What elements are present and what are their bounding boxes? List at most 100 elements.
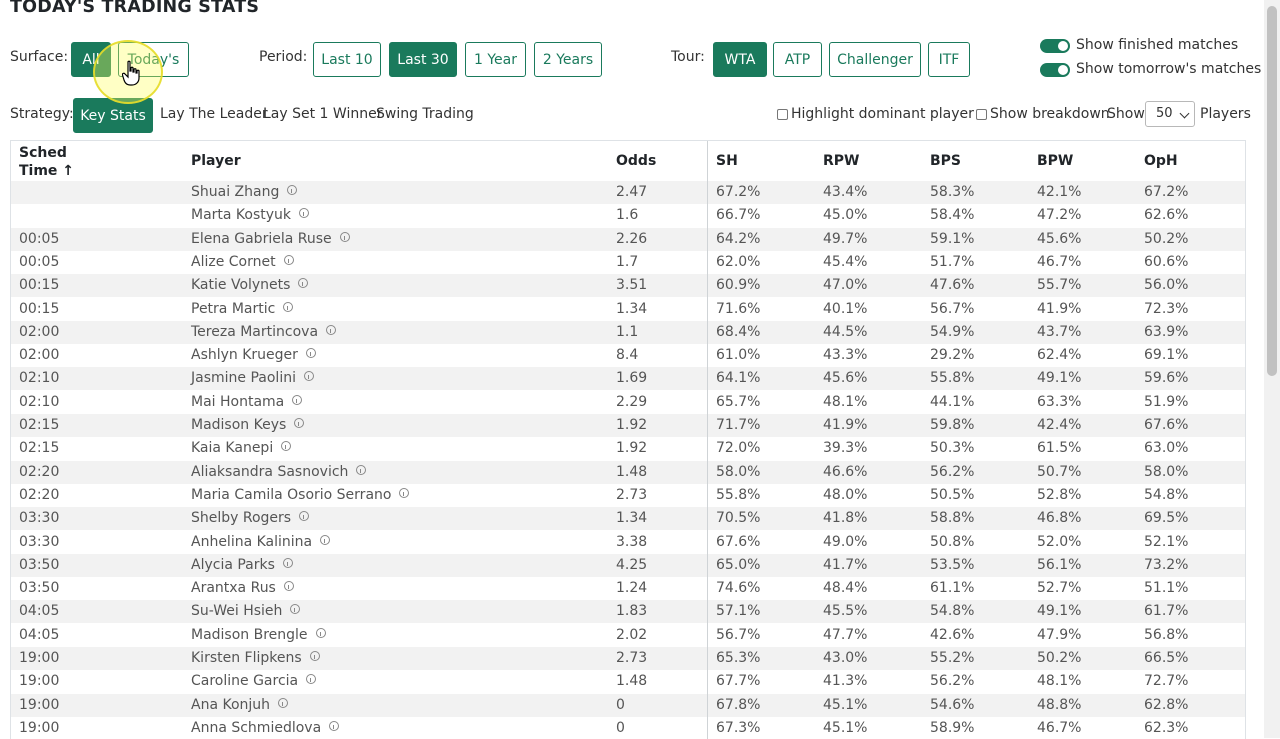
strategy-key-stats-button[interactable]: Key Stats — [73, 98, 153, 133]
cell-bpw: 47.9% — [1037, 627, 1081, 643]
cell-odds: 8.4 — [616, 347, 638, 363]
cell-odds: 1.1 — [616, 324, 638, 340]
info-icon[interactable] — [306, 674, 317, 685]
cell-player-text: Kaia Kanepi — [191, 440, 274, 457]
info-icon[interactable] — [283, 581, 294, 592]
cell-sh: 67.2% — [716, 184, 760, 200]
col-bps[interactable]: BPS — [930, 153, 962, 169]
period-1year-button[interactable]: 1 Year — [465, 42, 526, 77]
tour-challenger-button[interactable]: Challenger — [829, 42, 921, 77]
highlight-dominant-checkbox[interactable] — [777, 109, 788, 120]
strategy-lay-the-leader[interactable]: Lay The Leader — [160, 106, 268, 122]
info-icon[interactable] — [281, 441, 292, 452]
info-icon[interactable] — [299, 208, 310, 219]
info-icon[interactable] — [320, 534, 331, 545]
col-sh[interactable]: SH — [716, 153, 738, 169]
show-tomorrow-toggle[interactable] — [1040, 63, 1070, 77]
period-last30-button[interactable]: Last 30 — [389, 42, 457, 77]
cell-bpw-text: 61.5% — [1037, 440, 1082, 457]
info-icon[interactable] — [326, 324, 337, 335]
col-rpw[interactable]: RPW — [823, 153, 860, 169]
info-icon[interactable] — [298, 278, 309, 289]
cell-bps: 58.9% — [930, 720, 974, 736]
cell-oph: 63.9% — [1144, 324, 1188, 340]
page-title: TODAY'S TRADING STATS — [10, 0, 260, 17]
col-bpw[interactable]: BPW — [1037, 153, 1074, 169]
period-2years-button[interactable]: 2 Years — [534, 42, 602, 77]
cell-bpw: 46.8% — [1037, 510, 1081, 526]
cell-bps-text: 58.9% — [930, 719, 975, 736]
col-oph[interactable]: OpH — [1144, 153, 1178, 169]
players-count-value: 50 — [1156, 106, 1173, 121]
cell-bps: 51.7% — [930, 254, 974, 270]
cell-sh-text: 70.5% — [716, 510, 761, 527]
cell-sh: 66.7% — [716, 207, 760, 223]
cell-oph: 66.5% — [1144, 650, 1188, 666]
cell-odds: 1.48 — [616, 464, 647, 480]
cell-odds-text: 1.24 — [616, 580, 648, 597]
cell-time: 19:00 — [19, 650, 59, 666]
info-icon[interactable] — [294, 418, 305, 428]
info-icon[interactable] — [356, 464, 367, 475]
info-icon[interactable] — [283, 254, 294, 265]
cell-bpw-text: 52.0% — [1037, 533, 1082, 550]
strategy-lay-set1-winner[interactable]: Lay Set 1 Winner — [263, 106, 383, 122]
cell-sh-text: 67.8% — [716, 696, 761, 713]
info-icon[interactable] — [278, 697, 289, 708]
col-odds[interactable]: Odds — [616, 153, 657, 169]
cell-player: Ashlyn Krueger — [191, 347, 316, 363]
info-icon[interactable] — [290, 604, 301, 615]
cell-player: Mai Hontama — [191, 394, 303, 410]
info-icon[interactable] — [282, 557, 293, 568]
strategy-swing-trading[interactable]: Swing Trading — [376, 106, 474, 122]
cell-oph-text: 69.1% — [1144, 347, 1189, 364]
cell-sh: 68.4% — [716, 324, 760, 340]
tour-atp-button[interactable]: ATP — [773, 42, 822, 77]
cell-time-text: 02:15 — [19, 417, 60, 433]
info-icon[interactable] — [283, 301, 294, 312]
players-count-select[interactable]: 50 — [1145, 101, 1195, 127]
cell-oph: 59.6% — [1144, 370, 1188, 386]
info-icon[interactable] — [329, 720, 340, 731]
cell-bps-text: 58.3% — [930, 184, 975, 200]
col-sched-time[interactable]: Sched Time ↑ — [19, 144, 74, 180]
cell-rpw-text: 45.6% — [823, 370, 868, 387]
cell-oph-text: 66.5% — [1144, 650, 1189, 666]
cell-odds-text: 1.34 — [616, 510, 648, 527]
table-row: 02:00 Ashlyn Krueger 8.4 61.0% 43.3% 29.2% 62.… — [11, 344, 1245, 367]
col-player[interactable]: Player — [191, 153, 241, 169]
info-icon[interactable] — [399, 487, 410, 498]
info-icon[interactable] — [299, 511, 310, 522]
info-icon[interactable] — [305, 348, 316, 359]
tour-itf-button[interactable]: ITF — [928, 42, 970, 77]
info-icon[interactable] — [292, 394, 303, 405]
info-icon[interactable] — [309, 651, 320, 661]
page-scrollbar[interactable] — [1264, 0, 1280, 738]
cell-bps-text: 53.5% — [930, 556, 975, 573]
show-breakdown-checkbox[interactable] — [976, 109, 987, 120]
hand-cursor-icon — [122, 60, 140, 86]
cell-sh: 64.2% — [716, 231, 760, 247]
cell-bpw: 47.2% — [1037, 207, 1081, 223]
scrollbar-thumb[interactable] — [1267, 6, 1277, 376]
cell-player-text: Jasmine Paolini — [191, 370, 296, 387]
cell-bpw-text: 46.8% — [1037, 510, 1082, 527]
cell-odds-text: 1.1 — [616, 323, 639, 340]
cell-odds: 2.29 — [616, 394, 647, 410]
cell-time: 03:30 — [19, 534, 59, 550]
show-finished-toggle[interactable] — [1040, 39, 1070, 53]
period-last10-button[interactable]: Last 10 — [313, 42, 381, 77]
cell-player-text: Tereza Martincova — [191, 323, 319, 340]
info-icon[interactable] — [315, 627, 326, 638]
info-icon[interactable] — [287, 185, 298, 195]
info-icon[interactable] — [303, 371, 314, 382]
table-row: 04:05 Su-Wei Hsieh 1.83 57.1% 45.5% 54.8% 49.1… — [11, 600, 1245, 624]
cell-sh-text: 62.0% — [716, 253, 761, 270]
cell-player-text: Aliaksandra Sasnovich — [191, 463, 349, 480]
tour-wta-button[interactable]: WTA — [713, 42, 767, 77]
cell-player-text: Marta Kostyuk — [191, 207, 292, 224]
table-row: 02:10 Mai Hontama 2.29 65.7% 48.1% 44.1% 63.3%… — [11, 391, 1245, 414]
cell-odds: 3.38 — [616, 534, 647, 550]
info-icon[interactable] — [339, 231, 350, 242]
cell-odds: 1.24 — [616, 580, 647, 596]
